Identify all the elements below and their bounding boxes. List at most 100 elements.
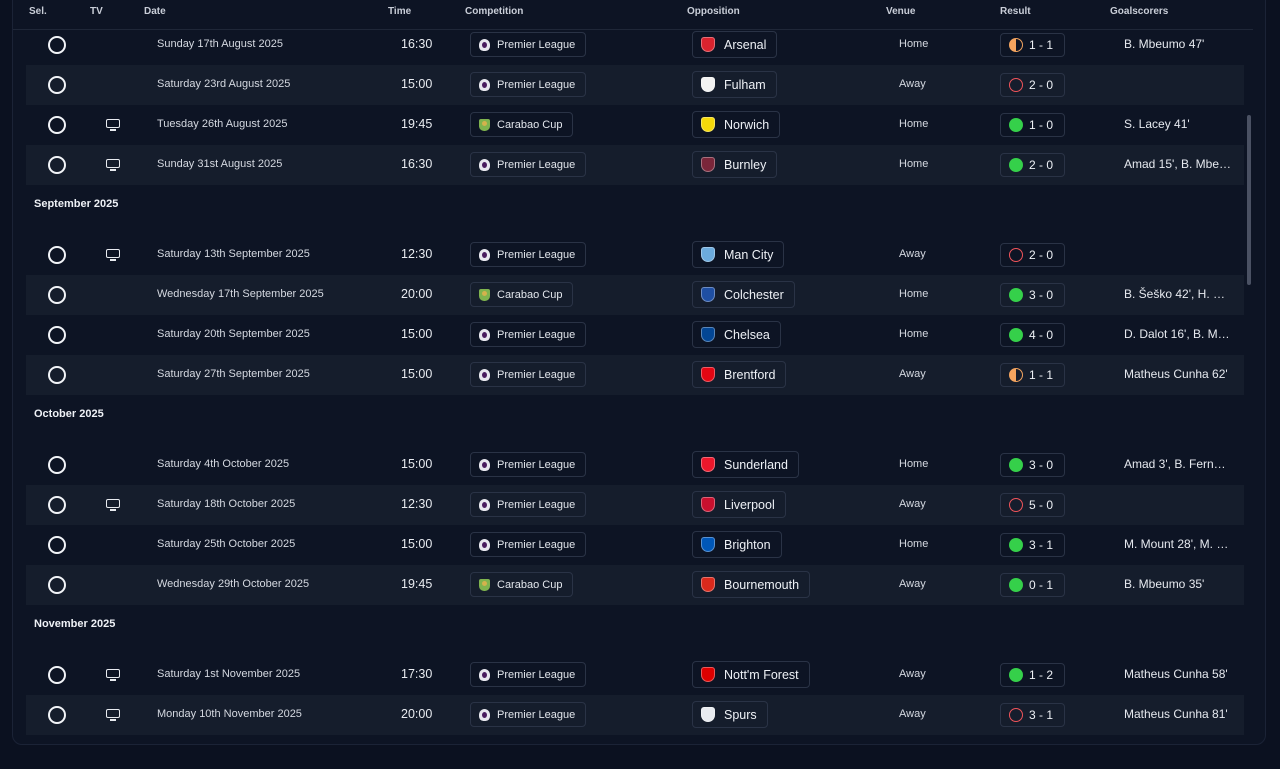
tv-icon <box>106 249 120 261</box>
select-radio[interactable] <box>48 706 66 724</box>
select-radio[interactable] <box>48 116 66 134</box>
fixture-row[interactable]: Monday 10th November 2025 20:00 Premier Le… <box>26 695 1244 735</box>
select-radio[interactable] <box>48 246 66 264</box>
opposition-name: Bournemouth <box>724 577 800 592</box>
fixture-row[interactable]: Wednesday 29th October 2025 19:45 Carabao … <box>26 565 1244 605</box>
fixture-row[interactable]: Sunday 31st August 2025 16:30 Premier Leag… <box>26 145 1244 185</box>
select-radio[interactable] <box>48 576 66 594</box>
competition-badge[interactable]: Premier League <box>470 532 587 557</box>
result-score: 3 - 1 <box>1029 708 1054 722</box>
premier-league-icon <box>479 368 490 381</box>
competition-badge[interactable]: Premier League <box>470 492 587 517</box>
opposition-badge[interactable]: Man City <box>692 241 785 268</box>
club-crest-icon <box>701 77 715 92</box>
fixture-venue: Away <box>899 248 926 260</box>
opposition-badge[interactable]: Bournemouth <box>692 571 811 598</box>
select-radio[interactable] <box>48 156 66 174</box>
opposition-badge[interactable]: Fulham <box>692 71 777 98</box>
competition-badge[interactable]: Carabao Cup <box>470 572 574 597</box>
opposition-badge[interactable]: Burnley <box>692 151 778 178</box>
fixture-row[interactable]: Saturday 20th September 2025 15:00 Premier… <box>26 315 1244 355</box>
goalscorers: B. Šeško 42', H. Maguire 70' <box>1124 287 1232 301</box>
fixture-time: 16:30 <box>401 37 433 51</box>
competition-name: Premier League <box>497 458 576 471</box>
opposition-badge[interactable]: Norwich <box>692 111 781 138</box>
fixture-row[interactable]: Saturday 25th October 2025 15:00 Premier L… <box>26 525 1244 565</box>
opposition-badge[interactable]: Sunderland <box>692 451 799 478</box>
result-badge: 2 - 0 <box>1000 153 1065 177</box>
fixture-venue: Home <box>899 118 929 130</box>
opposition-badge[interactable]: Nott'm Forest <box>692 661 810 688</box>
opposition-name: Brentford <box>724 367 776 382</box>
competition-badge[interactable]: Premier League <box>470 242 587 267</box>
opposition-name: Arsenal <box>724 37 767 52</box>
opposition-badge[interactable]: Arsenal <box>692 31 778 58</box>
month-label: October 2025 <box>34 408 104 420</box>
fixture-row[interactable]: Saturday 4th October 2025 15:00 Premier Le… <box>26 445 1244 485</box>
fixture-time: 20:00 <box>401 707 433 721</box>
header-goalscorers: Goalscorers <box>1110 6 1169 17</box>
select-radio[interactable] <box>48 36 66 54</box>
select-radio[interactable] <box>48 496 66 514</box>
opposition-badge[interactable]: Liverpool <box>692 491 786 518</box>
draw-indicator-icon <box>1009 368 1023 382</box>
competition-badge[interactable]: Premier League <box>470 362 587 387</box>
opposition-badge[interactable]: Colchester <box>692 281 795 308</box>
win-indicator-icon <box>1009 458 1023 472</box>
competition-badge[interactable]: Premier League <box>470 72 587 97</box>
fixture-row[interactable]: Saturday 27th September 2025 15:00 Premier… <box>26 355 1244 395</box>
fixture-time: 20:00 <box>401 287 433 301</box>
competition-badge[interactable]: Premier League <box>470 452 587 477</box>
fixture-venue: Home <box>899 288 929 300</box>
opposition-name: Brighton <box>724 537 771 552</box>
competition-badge[interactable]: Carabao Cup <box>470 282 574 307</box>
select-radio[interactable] <box>48 366 66 384</box>
competition-badge[interactable]: Premier League <box>470 152 587 177</box>
result-score: 3 - 1 <box>1029 538 1054 552</box>
opposition-badge[interactable]: Chelsea <box>692 321 781 348</box>
fixture-row[interactable]: Saturday 23rd August 2025 15:00 Premier Le… <box>26 65 1244 105</box>
fixture-time: 15:00 <box>401 77 433 91</box>
opposition-badge[interactable]: Brighton <box>692 531 782 558</box>
fixture-time: 16:30 <box>401 157 433 171</box>
fixture-time: 19:45 <box>401 117 433 131</box>
club-crest-icon <box>701 157 715 172</box>
competition-badge[interactable]: Premier League <box>470 662 587 687</box>
select-radio[interactable] <box>48 456 66 474</box>
select-radio[interactable] <box>48 666 66 684</box>
opposition-badge[interactable]: Brentford <box>692 361 787 388</box>
competition-badge[interactable]: Premier League <box>470 702 587 727</box>
result-badge: 1 - 0 <box>1000 113 1065 137</box>
competition-badge[interactable]: Premier League <box>470 322 587 347</box>
fixture-venue: Home <box>899 38 929 50</box>
month-label: September 2025 <box>34 198 119 210</box>
fixture-row[interactable]: Saturday 18th October 2025 12:30 Premier L… <box>26 485 1244 525</box>
competition-badge[interactable]: Carabao Cup <box>470 112 574 137</box>
select-radio[interactable] <box>48 326 66 344</box>
fixture-venue: Away <box>899 578 926 590</box>
header-date: Date <box>144 6 166 17</box>
select-radio[interactable] <box>48 536 66 554</box>
fixture-date: Monday 10th November 2025 <box>157 708 302 720</box>
fixture-row[interactable]: Sunday 17th August 2025 16:30 Premier Leag… <box>26 25 1244 65</box>
premier-league-icon <box>479 708 490 721</box>
competition-badge[interactable]: Premier League <box>470 32 587 57</box>
win-indicator-icon <box>1009 118 1023 132</box>
result-badge: 3 - 1 <box>1000 703 1065 727</box>
club-crest-icon <box>701 287 715 302</box>
fixture-row[interactable]: Saturday 1st November 2025 17:30 Premier L… <box>26 655 1244 695</box>
opposition-badge[interactable]: Spurs <box>692 701 768 728</box>
fixture-time: 15:00 <box>401 537 433 551</box>
select-radio[interactable] <box>48 76 66 94</box>
select-radio[interactable] <box>48 286 66 304</box>
fixture-row[interactable]: Saturday 13th September 2025 12:30 Premier… <box>26 235 1244 275</box>
win-indicator-icon <box>1009 288 1023 302</box>
month-section-header: September 2025 <box>26 185 1244 235</box>
fixture-row[interactable]: Wednesday 17th September 2025 20:00 Caraba… <box>26 275 1244 315</box>
club-crest-icon <box>701 457 715 472</box>
vertical-scrollbar[interactable] <box>1247 115 1251 285</box>
club-crest-icon <box>701 117 715 132</box>
result-badge: 5 - 0 <box>1000 493 1065 517</box>
fixture-row[interactable]: Tuesday 26th August 2025 19:45 Carabao Cup… <box>26 105 1244 145</box>
fixture-date: Saturday 4th October 2025 <box>157 458 290 470</box>
